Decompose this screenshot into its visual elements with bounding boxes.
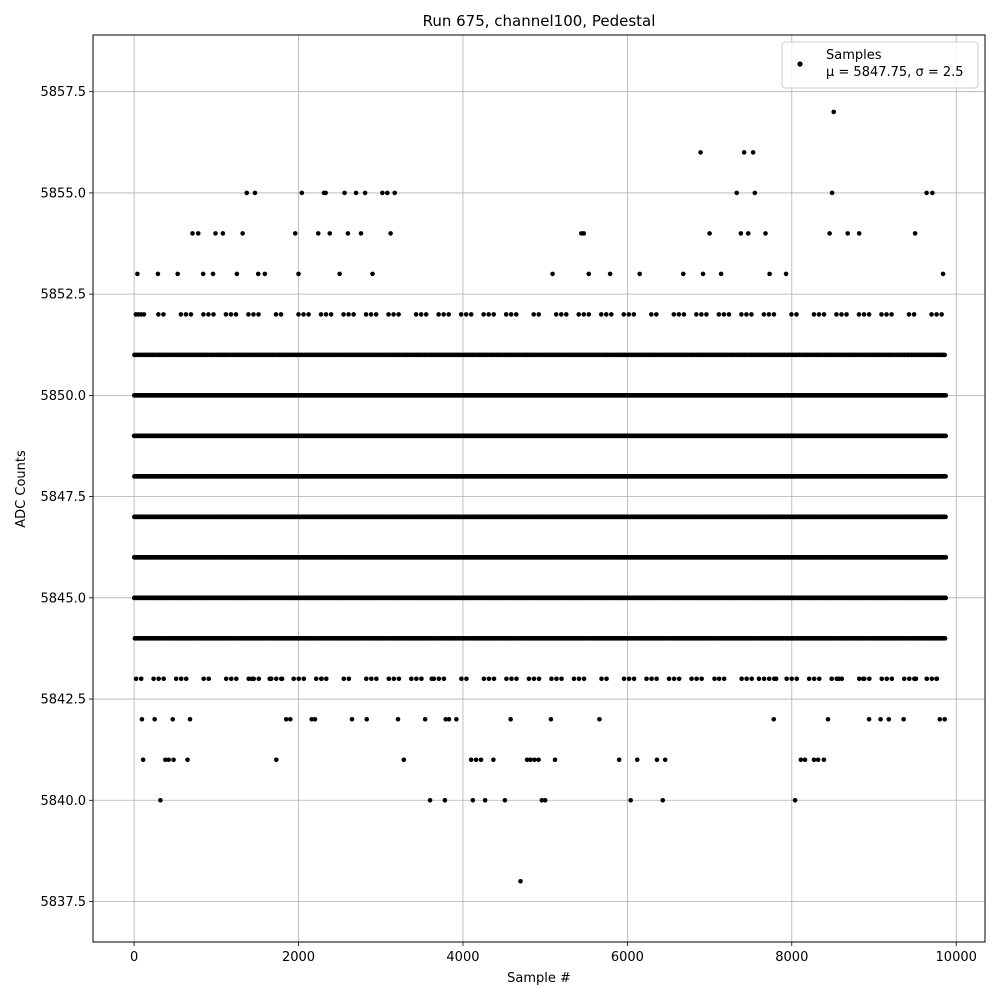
data-point xyxy=(364,676,369,682)
data-point xyxy=(739,676,744,682)
data-point xyxy=(206,676,212,682)
data-point xyxy=(867,676,872,682)
data-point xyxy=(811,676,817,682)
data-point xyxy=(626,676,632,682)
data-point xyxy=(856,676,862,682)
data-point xyxy=(789,676,794,682)
data-point xyxy=(464,676,469,682)
data-point xyxy=(604,676,609,682)
data-point xyxy=(313,676,319,682)
data-point xyxy=(943,514,948,520)
data-point xyxy=(621,676,627,682)
data-point xyxy=(766,676,772,682)
data-point xyxy=(138,676,144,682)
data-point xyxy=(481,676,487,682)
data-point xyxy=(509,676,514,682)
data-point xyxy=(889,676,895,682)
data-point xyxy=(721,676,727,682)
data-point xyxy=(536,676,542,682)
data-point xyxy=(576,676,582,682)
data-point xyxy=(256,676,262,682)
data-point xyxy=(744,676,749,682)
data-point xyxy=(459,676,464,682)
data-point xyxy=(273,676,279,682)
data-point xyxy=(631,676,637,682)
data-point xyxy=(391,676,397,682)
data-point xyxy=(156,676,161,682)
data-point xyxy=(699,676,704,682)
data-point xyxy=(296,676,302,682)
data-point xyxy=(201,676,206,682)
data-point xyxy=(436,676,442,682)
data-point xyxy=(409,676,414,682)
data-point xyxy=(301,676,307,682)
data-point xyxy=(386,676,392,682)
data-point xyxy=(884,676,890,682)
data-point xyxy=(649,676,654,682)
data-point xyxy=(161,676,166,682)
data-point xyxy=(581,676,587,682)
data-point xyxy=(504,676,509,682)
data-point xyxy=(369,676,374,682)
data-point xyxy=(441,676,447,682)
data-point xyxy=(549,676,554,682)
data-point xyxy=(816,676,822,682)
data-point xyxy=(644,676,649,682)
data-point xyxy=(761,676,767,682)
data-point xyxy=(879,676,885,682)
data-point xyxy=(228,676,234,682)
data-point xyxy=(666,676,672,682)
data-points xyxy=(131,109,949,884)
data-point xyxy=(419,676,424,682)
data-point xyxy=(694,676,699,682)
data-point xyxy=(924,676,930,682)
data-point xyxy=(829,676,834,682)
data-point xyxy=(599,676,604,682)
data-point xyxy=(689,676,694,682)
data-point xyxy=(341,676,347,682)
data-point xyxy=(716,676,722,682)
data-point xyxy=(223,676,229,682)
data-point xyxy=(571,676,577,682)
data-point xyxy=(291,676,297,682)
data-point xyxy=(676,676,682,682)
data-point xyxy=(324,676,329,682)
data-point xyxy=(178,676,184,682)
data-point xyxy=(943,555,949,560)
data-point xyxy=(942,636,948,641)
data-point xyxy=(486,676,492,682)
data-point xyxy=(906,676,912,682)
data-point xyxy=(806,676,812,682)
data-point xyxy=(151,676,156,682)
data-point xyxy=(929,676,935,682)
data-point xyxy=(526,676,532,682)
data-point xyxy=(133,676,139,682)
data-point xyxy=(559,676,564,682)
data-point xyxy=(531,676,537,682)
data-point xyxy=(784,676,789,682)
data-point xyxy=(491,676,497,682)
data-point xyxy=(671,676,677,682)
data-point xyxy=(514,676,519,682)
data-point xyxy=(173,676,179,682)
data-point xyxy=(901,676,907,682)
data-point xyxy=(943,595,949,601)
data-point xyxy=(414,676,419,682)
data-point xyxy=(749,676,755,682)
data-point xyxy=(346,676,352,682)
data-point xyxy=(794,676,800,682)
data-point xyxy=(396,676,402,682)
data-point xyxy=(183,676,189,682)
data-point xyxy=(374,676,379,682)
data-point xyxy=(654,676,659,682)
data-point xyxy=(554,676,559,682)
data-point xyxy=(233,676,239,682)
